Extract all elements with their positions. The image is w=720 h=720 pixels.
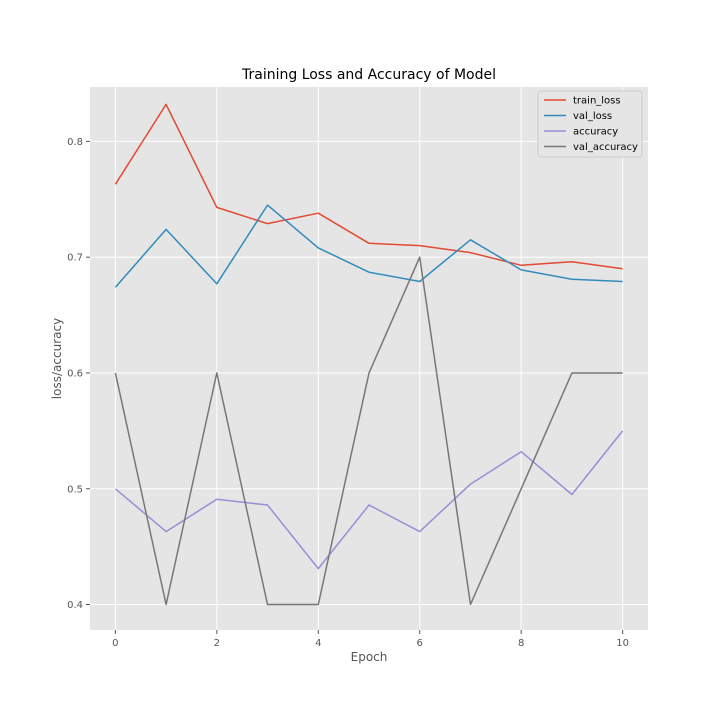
- x-tick-label: 10: [616, 638, 629, 649]
- chart-title: Training Loss and Accuracy of Model: [241, 67, 496, 83]
- y-tick-label: 0.6: [67, 368, 83, 379]
- series-line-val-loss: [114, 204, 623, 288]
- series-lines: [114, 103, 624, 606]
- legend-box: [537, 90, 643, 158]
- legend-label-accuracy: accuracy: [573, 127, 618, 138]
- legend: train_loss val_loss accuracy val_accuracy: [537, 90, 643, 158]
- x-tick-label: 8: [518, 638, 524, 649]
- y-tick-label: 0.5: [67, 484, 83, 495]
- series-line-train-loss: [114, 103, 623, 270]
- y-tick-label: 0.8: [67, 137, 83, 148]
- x-tick-label: 2: [214, 638, 220, 649]
- y-tick-label: 0.7: [67, 253, 83, 264]
- series-line-val-accuracy: [114, 256, 623, 606]
- series-line-accuracy: [114, 430, 624, 570]
- x-axis-ticks: 0 2 4 6 8 10: [112, 630, 629, 649]
- legend-label-train-loss: train_loss: [573, 96, 621, 107]
- x-tick-label: 0: [112, 638, 118, 649]
- plot-area: [90, 87, 648, 630]
- x-axis-label: Epoch: [351, 650, 388, 664]
- y-axis-ticks: 0.4 0.5 0.6 0.7 0.8: [67, 137, 90, 611]
- y-tick-label: 0.4: [67, 600, 83, 611]
- x-tick-label: 6: [417, 638, 423, 649]
- x-tick-label: 4: [315, 638, 321, 649]
- legend-label-val-loss: val_loss: [573, 111, 612, 122]
- legend-label-val-accuracy: val_accuracy: [573, 142, 638, 153]
- y-axis-label: loss/accuracy: [50, 318, 64, 399]
